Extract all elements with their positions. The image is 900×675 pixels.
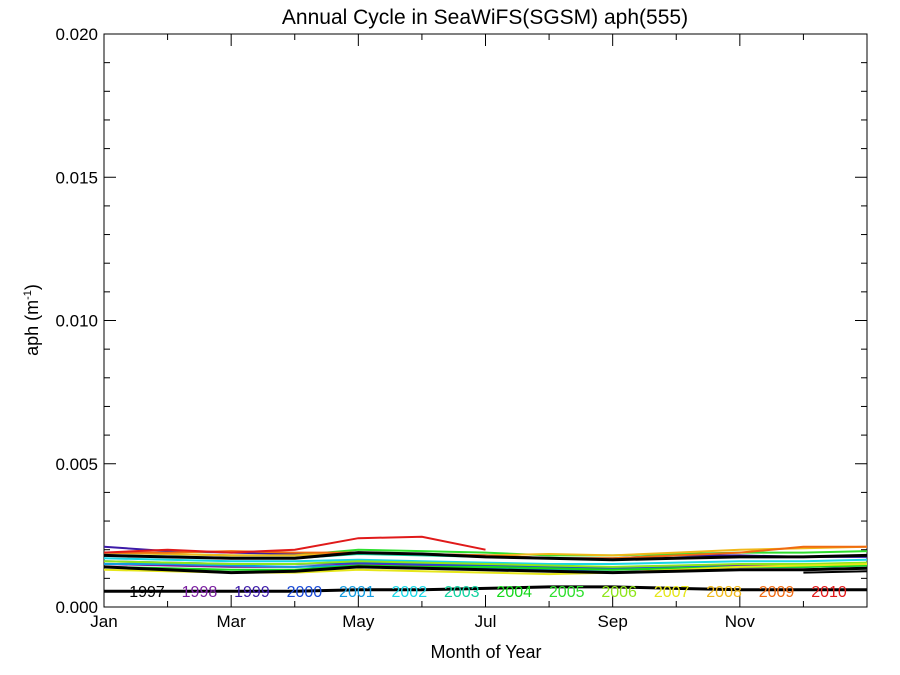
series-line-2010 [103, 535, 486, 554]
x-tick-label: Jul [475, 612, 497, 631]
y-tick-label: 0.020 [55, 25, 98, 44]
y-tick-label: 0.010 [55, 312, 98, 331]
y-axis-label-main: aph (m [22, 300, 42, 356]
legend-label-2010: 2010 [811, 584, 847, 601]
series-line-mean [103, 551, 868, 562]
y-axis-label: aph (m-1) [22, 284, 42, 356]
series-line-mean-low [103, 565, 868, 575]
legend-label-2007: 2007 [654, 584, 690, 601]
plot-frame [103, 33, 868, 608]
legend-label-2005: 2005 [549, 584, 585, 601]
y-axis-label-close: ) [22, 284, 42, 290]
x-tick-label: Mar [217, 612, 247, 631]
series-line-1997 [803, 570, 868, 574]
x-tick-label: Sep [598, 612, 628, 631]
legend-label-1998: 1998 [182, 584, 218, 601]
series-line-2002 [103, 557, 868, 565]
legend-label-1999: 1999 [234, 584, 270, 601]
y-tick-label: 0.005 [55, 455, 98, 474]
x-axis-label: Month of Year [430, 642, 541, 662]
legend: 1997 1998 1999 2000 2001 2002 2003 2004 2005 2006… [129, 584, 847, 601]
legend-label-2006: 2006 [601, 584, 637, 601]
legend-label-2008: 2008 [706, 584, 742, 601]
y-axis-label-exponent: -1 [22, 290, 34, 300]
legend-label-2009: 2009 [759, 584, 795, 601]
legend-label-2002: 2002 [392, 584, 428, 601]
ticks-layer: Jan Mar May Jul Sep Nov 0.000 0.005 0.010 0.015 0.… [55, 25, 867, 631]
chart-title: Annual Cycle in SeaWiFS(SGSM) aph(555) [282, 6, 688, 29]
series-line-2006 [103, 560, 868, 568]
legend-label-2001: 2001 [339, 584, 375, 601]
legend-label-2000: 2000 [287, 584, 323, 601]
x-tick-label: Nov [725, 612, 756, 631]
x-tick-label: Jan [90, 612, 117, 631]
series-line-minimum [104, 585, 867, 593]
legend-label-1997: 1997 [129, 584, 165, 601]
series-layer [103, 535, 868, 593]
plot-area: Jan Mar May Jul Sep Nov 0.000 0.005 0.010 0.015 0.… [55, 25, 868, 631]
y-tick-label: 0.000 [55, 598, 98, 617]
y-tick-label: 0.015 [55, 168, 98, 187]
x-tick-label: May [342, 612, 375, 631]
legend-label-2003: 2003 [444, 584, 480, 601]
legend-label-2004: 2004 [496, 584, 532, 601]
